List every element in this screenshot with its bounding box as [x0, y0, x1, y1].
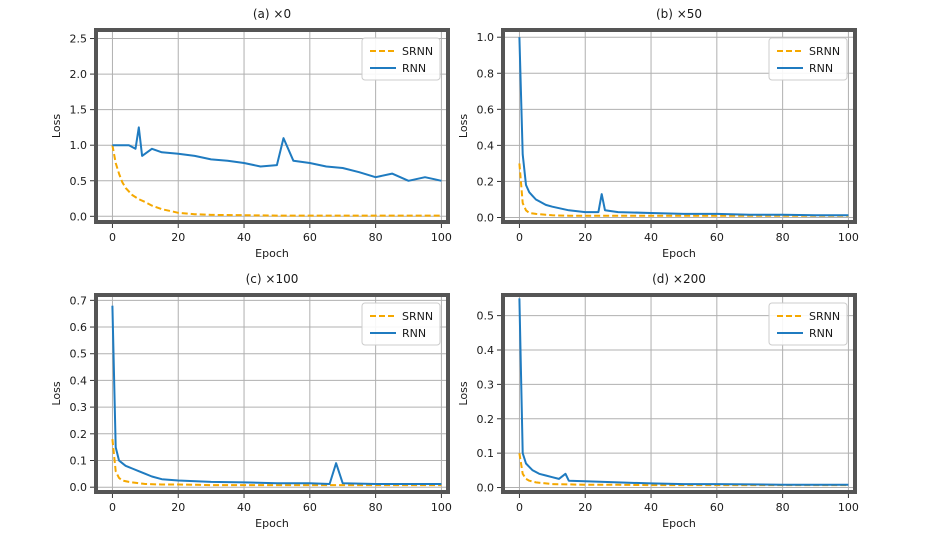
- legend-box: [361, 37, 441, 81]
- y-tick-label: 0.1: [477, 447, 495, 460]
- legend-label-srnn: SRNN: [402, 310, 433, 323]
- y-tick-label: 0.5: [70, 175, 88, 188]
- chart-panel-1: 0 20 40 60 80 100 0.0 0.5 1.0 1.5 2.0 2.5 (a) ×0 Epoc…: [50, 7, 452, 260]
- x-tick-label: 60: [710, 231, 724, 244]
- x-tick-label: 0: [109, 231, 116, 244]
- y-tick-label: 0.3: [70, 401, 88, 414]
- x-tick-label: 20: [171, 231, 185, 244]
- x-axis-label: Epoch: [255, 517, 289, 530]
- legend-box: [361, 302, 441, 346]
- y-tick-label: 0.2: [477, 175, 495, 188]
- plot-frame: [501, 28, 857, 224]
- x-axis-label: Epoch: [662, 247, 696, 260]
- y-tick-label: 1.0: [70, 139, 88, 152]
- x-tick-label: 0: [516, 231, 523, 244]
- legend: SRNN RNN: [768, 37, 848, 81]
- legend-box: [768, 302, 848, 346]
- chart-panel-3: 0 20 40 60 80 100 0.0 0.1 0.2 0.3 0.4 0.5 0.6 0.7 (c) …: [50, 272, 452, 530]
- x-tick-label: 80: [776, 231, 790, 244]
- x-tick-label: 80: [369, 231, 383, 244]
- plot-frame: [94, 28, 450, 224]
- y-axis-label: Loss: [457, 114, 470, 138]
- series-line-srnn: [111, 438, 442, 487]
- x-tick-label: 60: [303, 501, 317, 514]
- y-tick-label: 2.5: [70, 33, 88, 46]
- series-line-rnn: [111, 305, 442, 485]
- x-tick-label: 20: [578, 501, 592, 514]
- y-tick-label: 0.3: [477, 378, 495, 391]
- x-tick-label: 40: [644, 231, 658, 244]
- y-tick-label: 0.2: [70, 428, 88, 441]
- chart-panel-4: 0 20 40 60 80 100 0.0 0.1 0.2 0.3 0.4 0.5 (d) ×200 Ep…: [457, 272, 859, 530]
- x-tick-label: 40: [237, 231, 251, 244]
- y-tick-label: 0.1: [70, 455, 88, 468]
- legend-label-rnn: RNN: [402, 327, 426, 340]
- x-tick-label: 40: [644, 501, 658, 514]
- y-tick-label: 0.8: [477, 67, 495, 80]
- chart-title: (b) ×50: [656, 7, 702, 21]
- x-tick-label: 0: [109, 501, 116, 514]
- x-axis-label: Epoch: [255, 247, 289, 260]
- x-tick-label: 80: [776, 501, 790, 514]
- x-tick-label: 100: [838, 501, 859, 514]
- y-tick-label: 0.0: [477, 211, 495, 224]
- y-tick-label: 0.0: [477, 482, 495, 495]
- y-tick-label: 0.5: [70, 348, 88, 361]
- x-tick-label: 60: [303, 231, 317, 244]
- x-tick-label: 0: [516, 501, 523, 514]
- x-tick-label: 60: [710, 501, 724, 514]
- legend-label-srnn: SRNN: [402, 45, 433, 58]
- chart-title: (a) ×0: [253, 7, 291, 21]
- x-tick-label: 100: [431, 231, 452, 244]
- x-axis-label: Epoch: [662, 517, 696, 530]
- plot-frame: [94, 293, 450, 494]
- series-line-rnn: [112, 126, 442, 182]
- x-tick-label: 80: [369, 501, 383, 514]
- legend-box: [768, 37, 848, 81]
- series-line-srnn: [518, 453, 849, 487]
- legend: SRNN RNN: [361, 37, 441, 81]
- y-tick-label: 0.4: [70, 374, 88, 387]
- y-tick-label: 0.0: [70, 481, 88, 494]
- y-tick-label: 1.0: [477, 31, 495, 44]
- plot-frame: [501, 293, 857, 494]
- y-tick-label: 0.4: [477, 139, 495, 152]
- series-line-rnn: [518, 37, 849, 217]
- chart-title: (d) ×200: [652, 272, 706, 286]
- legend: SRNN RNN: [768, 302, 848, 346]
- legend-label-srnn: SRNN: [809, 310, 840, 323]
- y-axis-label: Loss: [50, 114, 63, 138]
- chart-panel-2: 0 20 40 60 80 100 0.0 0.2 0.4 0.6 0.8 1.0 (b) ×50 Epo…: [457, 7, 859, 260]
- legend: SRNN RNN: [361, 302, 441, 346]
- legend-label-rnn: RNN: [809, 327, 833, 340]
- legend-label-srnn: SRNN: [809, 45, 840, 58]
- series-line-srnn: [518, 163, 849, 217]
- y-tick-label: 0.4: [477, 344, 495, 357]
- series-line-rnn: [518, 298, 849, 486]
- x-tick-label: 100: [431, 501, 452, 514]
- x-tick-label: 40: [237, 501, 251, 514]
- y-axis-label: Loss: [457, 381, 470, 405]
- y-tick-label: 0.6: [70, 321, 88, 334]
- y-axis-label: Loss: [50, 381, 63, 405]
- y-tick-label: 0.6: [477, 103, 495, 116]
- y-tick-label: 1.5: [70, 104, 88, 117]
- series-line-srnn: [111, 145, 442, 217]
- y-tick-label: 0.5: [477, 310, 495, 323]
- x-tick-label: 100: [838, 231, 859, 244]
- y-tick-label: 2.0: [70, 68, 88, 81]
- y-tick-label: 0.7: [70, 294, 88, 307]
- y-tick-label: 0.2: [477, 413, 495, 426]
- x-tick-label: 20: [578, 231, 592, 244]
- y-tick-label: 0.0: [70, 210, 88, 223]
- legend-label-rnn: RNN: [809, 62, 833, 75]
- chart-title: (c) ×100: [246, 272, 299, 286]
- legend-label-rnn: RNN: [402, 62, 426, 75]
- x-tick-label: 20: [171, 501, 185, 514]
